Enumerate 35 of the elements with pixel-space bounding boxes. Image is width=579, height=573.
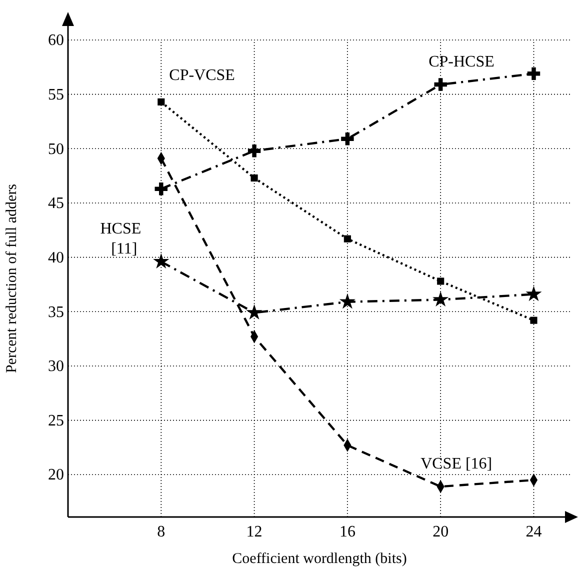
x-tick-label: 20 bbox=[432, 523, 449, 540]
x-tick-label: 16 bbox=[339, 523, 356, 540]
y-tick-label: 60 bbox=[48, 32, 64, 50]
y-tick-label: 55 bbox=[48, 86, 64, 104]
point bbox=[344, 235, 351, 242]
point bbox=[153, 253, 170, 268]
point bbox=[530, 316, 538, 324]
x-tick-label: 24 bbox=[526, 523, 542, 540]
series-label: CP-HCSE bbox=[428, 54, 494, 71]
point bbox=[246, 304, 262, 320]
point bbox=[432, 291, 449, 307]
x-tick-label: 12 bbox=[246, 523, 262, 540]
point bbox=[158, 98, 165, 106]
series-label: HCSE [11] bbox=[100, 220, 142, 258]
point bbox=[154, 182, 168, 196]
y-tick-label: 45 bbox=[48, 195, 64, 212]
point bbox=[527, 67, 540, 80]
x-tick-label: 8 bbox=[157, 523, 166, 540]
series-label: CP-VCSE bbox=[169, 66, 235, 84]
point bbox=[437, 278, 444, 285]
point bbox=[339, 293, 356, 309]
point bbox=[250, 174, 258, 182]
y-tick-label: 30 bbox=[48, 358, 64, 376]
y-tick-label: 20 bbox=[48, 466, 64, 484]
point bbox=[526, 286, 542, 302]
y-tick-label: 35 bbox=[48, 304, 64, 321]
point bbox=[248, 144, 261, 158]
y-tick-label: 40 bbox=[48, 249, 64, 266]
y-tick-label: 25 bbox=[48, 412, 64, 430]
point bbox=[341, 132, 354, 146]
series-label: VCSE [16] bbox=[420, 456, 492, 473]
y-tick-label: 50 bbox=[48, 140, 64, 158]
y-axis-title: Percent reduction of full adders bbox=[4, 184, 20, 374]
x-axis-title: Coefficient wordlength (bits) bbox=[232, 551, 407, 567]
point bbox=[434, 78, 447, 91]
